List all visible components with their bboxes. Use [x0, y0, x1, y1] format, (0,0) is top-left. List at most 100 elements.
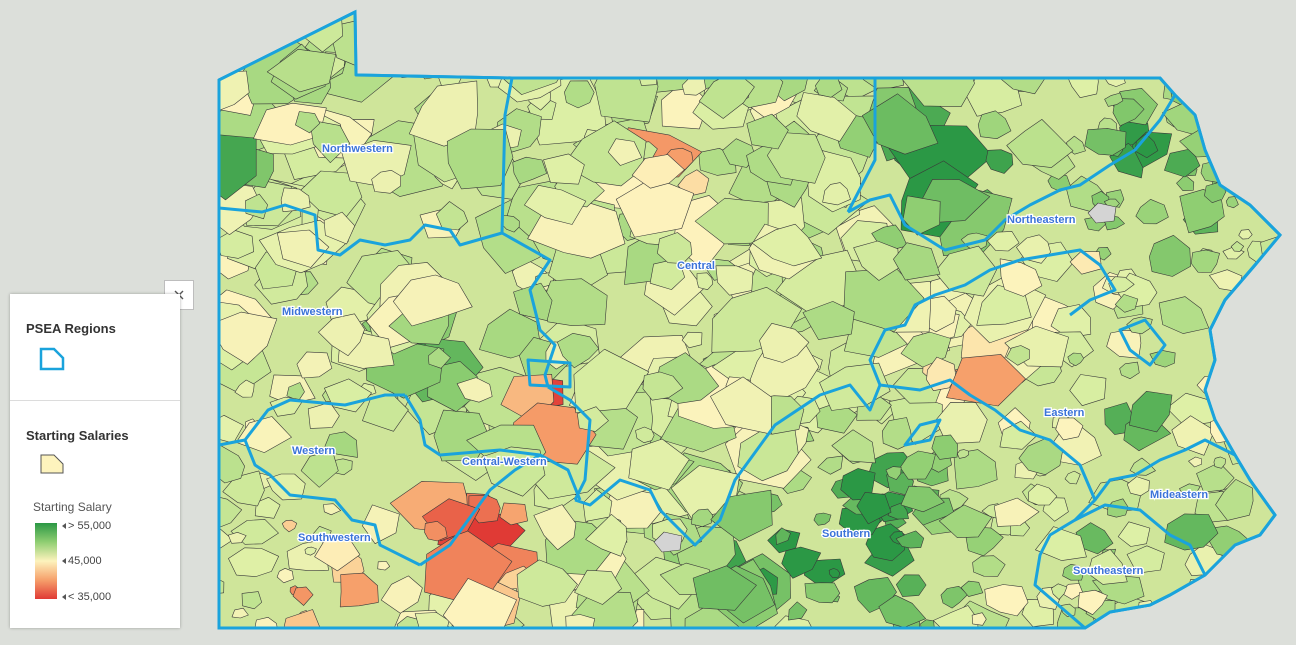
school-district[interactable] [1186, 2, 1231, 38]
school-district[interactable] [1244, 290, 1281, 318]
school-district[interactable] [802, 301, 855, 340]
school-district[interactable] [380, 575, 423, 614]
school-district[interactable] [827, 7, 930, 72]
school-district[interactable] [746, 11, 787, 33]
school-district[interactable] [314, 534, 361, 572]
school-district[interactable] [1230, 241, 1244, 252]
school-district[interactable] [855, 34, 901, 72]
school-district[interactable] [924, 31, 981, 83]
school-district[interactable] [993, 497, 1040, 527]
school-district[interactable] [1139, 21, 1153, 30]
school-district[interactable] [1119, 361, 1140, 380]
school-district[interactable] [607, 138, 643, 166]
school-district[interactable] [323, 211, 356, 245]
school-district[interactable] [1236, 92, 1268, 120]
school-district[interactable] [1156, 43, 1192, 71]
school-district[interactable] [971, 612, 987, 626]
school-district[interactable] [1225, 154, 1249, 177]
school-district[interactable] [295, 111, 321, 134]
school-district[interactable] [715, 265, 754, 296]
school-district[interactable] [1252, 413, 1287, 447]
school-district[interactable] [999, 420, 1038, 450]
school-district[interactable] [1102, 23, 1141, 61]
school-district[interactable] [817, 455, 844, 475]
school-district[interactable] [1251, 389, 1274, 413]
school-district[interactable] [194, 494, 242, 530]
school-district[interactable] [796, 92, 857, 142]
school-district[interactable] [813, 512, 832, 526]
school-district[interactable] [940, 585, 969, 609]
school-district[interactable] [985, 149, 1014, 174]
school-district[interactable] [851, 0, 888, 32]
school-district[interactable] [737, 427, 799, 482]
school-district[interactable] [1227, 330, 1257, 350]
school-district[interactable] [1104, 92, 1124, 107]
school-district[interactable] [209, 311, 278, 365]
school-district[interactable] [282, 609, 323, 643]
school-district[interactable] [442, 578, 517, 640]
school-district[interactable] [696, 272, 714, 291]
school-district[interactable] [1223, 424, 1269, 465]
school-district[interactable] [1209, 269, 1243, 292]
school-district[interactable] [812, 19, 856, 54]
school-district[interactable] [931, 434, 958, 460]
school-district[interactable] [594, 52, 659, 123]
school-district[interactable] [1259, 574, 1286, 599]
school-district[interactable] [358, 15, 417, 54]
school-district[interactable] [298, 170, 363, 218]
school-district[interactable] [1053, 11, 1068, 24]
school-district[interactable] [769, 615, 817, 645]
school-district[interactable] [736, 0, 781, 41]
school-district[interactable] [1131, 49, 1163, 72]
school-district[interactable] [1213, 456, 1226, 469]
school-district[interactable] [234, 379, 255, 398]
school-district[interactable] [1051, 583, 1068, 600]
school-district[interactable] [788, 601, 808, 621]
school-district[interactable] [681, 331, 703, 349]
school-district[interactable] [276, 567, 294, 584]
school-district[interactable] [1259, 588, 1296, 623]
school-district[interactable] [571, 591, 639, 642]
school-district[interactable] [856, 491, 892, 525]
school-district[interactable] [543, 153, 585, 185]
school-district[interactable] [501, 214, 520, 233]
school-district[interactable] [574, 569, 623, 605]
school-district[interactable] [1129, 390, 1173, 433]
school-district[interactable] [1264, 116, 1296, 144]
school-district[interactable] [1225, 344, 1252, 366]
school-district[interactable] [585, 10, 671, 81]
school-district[interactable] [512, 156, 548, 185]
school-district[interactable] [987, 231, 1020, 252]
school-district[interactable] [1220, 361, 1257, 395]
school-district[interactable] [1055, 417, 1084, 441]
school-district[interactable] [819, 362, 891, 411]
school-district[interactable] [1242, 36, 1287, 71]
school-district[interactable] [1028, 483, 1058, 506]
school-district[interactable] [759, 322, 810, 363]
school-district[interactable] [783, 4, 867, 63]
school-district[interactable] [1238, 229, 1253, 240]
school-district[interactable] [710, 376, 772, 435]
school-district[interactable] [1225, 196, 1239, 209]
school-district[interactable] [1077, 589, 1108, 616]
school-district[interactable] [404, 0, 438, 30]
school-district[interactable] [1176, 33, 1198, 53]
school-district[interactable] [339, 572, 379, 608]
school-district[interactable] [1126, 476, 1150, 497]
school-district-no-data[interactable] [1087, 202, 1117, 224]
school-district[interactable] [922, 17, 981, 83]
school-district[interactable] [456, 377, 493, 403]
school-district[interactable] [900, 485, 945, 513]
school-district[interactable] [324, 431, 358, 458]
school-district[interactable] [377, 561, 391, 571]
school-district[interactable] [1256, 142, 1282, 161]
school-district[interactable] [1215, 479, 1254, 521]
school-district[interactable] [635, 426, 655, 444]
school-district[interactable] [657, 232, 693, 264]
school-district[interactable] [820, 0, 877, 29]
school-district[interactable] [1189, 0, 1233, 31]
school-district[interactable] [938, 504, 993, 539]
school-district[interactable] [1058, 38, 1071, 52]
school-district[interactable] [1267, 537, 1280, 549]
school-district[interactable] [451, 6, 514, 58]
